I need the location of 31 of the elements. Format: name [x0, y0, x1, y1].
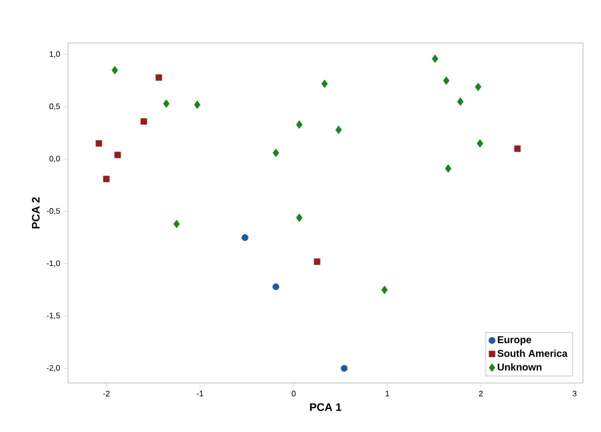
point [140, 118, 148, 125]
point [432, 54, 438, 63]
point [296, 214, 302, 222]
point [381, 286, 388, 294]
point [335, 126, 342, 134]
point [242, 234, 248, 241]
y-axis-title: PCA 2 [32, 197, 40, 228]
point [296, 120, 302, 129]
legend-label: Unknown [498, 363, 542, 371]
point [340, 364, 348, 372]
point [314, 258, 320, 265]
point [112, 66, 118, 74]
x-axis-title: PCA 1 [310, 403, 342, 412]
legend-label: Europe [498, 336, 532, 346]
point [272, 283, 280, 290]
point [474, 82, 482, 92]
point [444, 164, 452, 173]
point [272, 148, 280, 158]
point [321, 80, 328, 88]
point [103, 176, 110, 182]
point [156, 74, 162, 81]
point [194, 100, 200, 109]
point [476, 139, 484, 148]
legend-label: South America [497, 350, 568, 357]
point [173, 220, 180, 228]
point [443, 76, 450, 85]
point [114, 152, 121, 158]
point [163, 99, 170, 108]
point [457, 97, 464, 106]
point [514, 145, 521, 152]
point [96, 140, 102, 147]
